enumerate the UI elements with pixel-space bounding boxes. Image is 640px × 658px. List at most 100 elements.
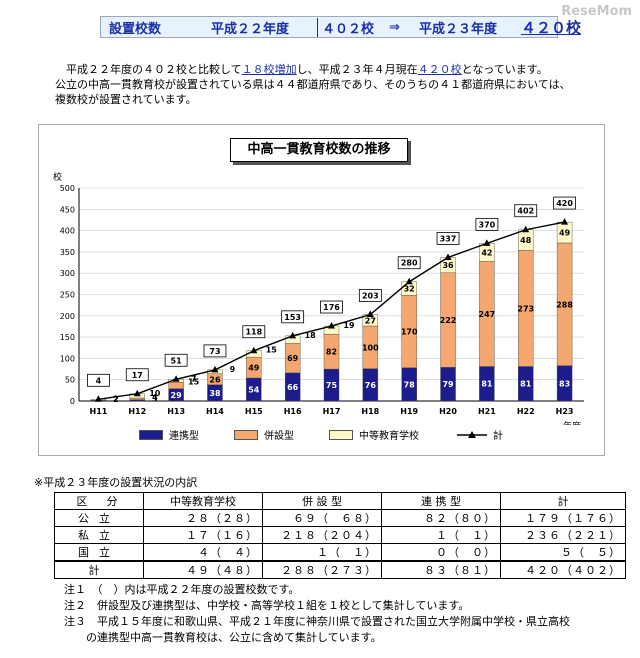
bar-value-label: 42 xyxy=(481,248,492,257)
legend-label: 併設型 xyxy=(264,431,294,442)
bar-value-label: 82 xyxy=(326,348,337,357)
bar-value-label: 27 xyxy=(365,316,376,325)
table-cell: ２８８（２７３） xyxy=(262,560,382,579)
total-value-label: 17 xyxy=(132,371,143,380)
table-total-row: 計 ４９（４８） ２８８（２７３） ８３（８１） ４２０（４０２） xyxy=(54,560,626,579)
legend-item-total: 計 xyxy=(457,427,503,442)
total-value-label: 370 xyxy=(479,220,496,229)
y-tick-label: 400 xyxy=(60,227,75,236)
bar-value-label: 54 xyxy=(248,385,260,394)
total-marker xyxy=(444,253,452,260)
table-row: 私立 １７（１６） ２１８（２０４） １（ １） ２３６（２２１） xyxy=(54,526,626,544)
x-tick-label: H22 xyxy=(517,407,535,416)
y-tick-label: 250 xyxy=(60,291,75,300)
x-tick-label: H15 xyxy=(245,407,263,416)
x-tick-label: H13 xyxy=(167,407,185,416)
banner-curr-count: ４２０校 xyxy=(521,18,582,37)
x-tick-label: H21 xyxy=(478,407,496,416)
total-marker xyxy=(366,310,374,318)
row-label: 私立 xyxy=(54,526,144,544)
table-header: 計 xyxy=(500,492,626,510)
bar-value-label: 288 xyxy=(556,300,573,309)
total-marker xyxy=(328,322,335,329)
y-tick-label: 200 xyxy=(60,312,75,321)
bar-value-label: 247 xyxy=(479,310,496,319)
bar-value-label: 49 xyxy=(559,229,571,238)
x-tick-label: H12 xyxy=(128,407,146,416)
total-value-label: 176 xyxy=(323,303,340,312)
total-value-label: 203 xyxy=(362,292,379,301)
bar-value-label: 15 xyxy=(266,346,278,355)
x-tick-label: H23 xyxy=(556,407,574,416)
bar-value-label: 100 xyxy=(362,343,379,352)
legend-label: 連携型 xyxy=(169,431,199,442)
bar-value-label: 19 xyxy=(343,321,355,330)
table-header-row: 区 分 中等教育学校 併 設 型 連 携 型 計 xyxy=(54,492,626,510)
total-label-box xyxy=(397,256,421,270)
breakdown-table: 区 分 中等教育学校 併 設 型 連 携 型 計 公立 ２８（２８） ６９（ ６… xyxy=(54,492,626,579)
total-marker xyxy=(94,395,102,402)
bar-value-label: 15 xyxy=(188,377,200,386)
bar-value-label: 26 xyxy=(209,375,221,384)
total-label-box xyxy=(436,232,460,245)
total-marker xyxy=(172,375,180,382)
y-tick-label: 450 xyxy=(60,205,75,214)
bar-segment xyxy=(168,382,184,389)
legend-swatch xyxy=(139,429,163,440)
total-marker xyxy=(561,218,569,225)
total-label-box xyxy=(125,368,149,382)
bar-value-label: 69 xyxy=(287,354,299,363)
total-value-label: 402 xyxy=(517,207,534,216)
bar-value-label: 36 xyxy=(442,261,454,270)
legend-line-icon xyxy=(457,430,487,438)
bar-value-label: 66 xyxy=(287,383,299,392)
total-marker xyxy=(250,346,258,354)
x-tick-label: H17 xyxy=(323,407,341,416)
bar-value-label: 75 xyxy=(326,381,338,390)
total-value-label: 420 xyxy=(556,199,573,208)
x-axis-unit: 年度 xyxy=(563,420,581,425)
total-marker xyxy=(483,239,491,246)
bar-value-label: 2 xyxy=(113,394,119,403)
table-cell: ４（ ４） xyxy=(143,543,263,562)
total-label-box xyxy=(358,289,382,302)
bar-value-label: 170 xyxy=(401,328,418,337)
total-label-box xyxy=(87,373,110,387)
total-label-box xyxy=(164,353,188,367)
total-label-box xyxy=(281,310,305,324)
bar-segment xyxy=(129,397,145,400)
summary-line-1: 平成２２年度の４０２校と比較して１８校増加し、平成２３年４月現在４２０校となって… xyxy=(66,62,548,77)
bar-value-label: 49 xyxy=(248,364,260,373)
stacked-bar-chart: 校05010015020025030035040045050022H113410… xyxy=(53,171,584,425)
increase-highlight: １８校増加 xyxy=(241,63,297,76)
bar-value-label: 79 xyxy=(442,380,454,389)
total-marker xyxy=(211,365,219,373)
table-cell: １７（１６） xyxy=(143,526,263,544)
total-marker xyxy=(522,225,530,233)
table-row: 国立 ４（ ４） １（ １） ０（ ０） ５（ ５） xyxy=(54,543,626,562)
total-value-label: 4 xyxy=(96,376,102,385)
table-row: 公立 ２８（２８） ６９（ ６８） ８２（８０） １７９（１７６） xyxy=(54,509,626,527)
bar-value-label: 9 xyxy=(230,365,236,374)
bar-value-label: 2 xyxy=(113,395,119,404)
bar-value-label: 48 xyxy=(520,236,532,245)
bar-value-label: 78 xyxy=(404,380,416,389)
footnote-2: 注２ 併設型及び連携型は、中学校・高等学校１組を１校として集計しています。 xyxy=(64,599,470,612)
footnote-1: 注１ （ ）内は平成２２年度の設置校数です。 xyxy=(64,583,300,596)
resemom-watermark: ReseMom xyxy=(561,4,632,19)
table-cell: １（ １） xyxy=(262,543,382,562)
x-tick-label: H20 xyxy=(439,407,457,416)
table-header: 連 携 型 xyxy=(381,492,501,510)
summary-text: し、平成２３年４月現在 xyxy=(296,63,418,76)
y-axis-unit: 校 xyxy=(53,171,62,183)
total-value-label: 153 xyxy=(284,313,301,322)
total-marker xyxy=(289,331,297,339)
total-highlight: ４２０校 xyxy=(417,63,462,76)
y-tick-label: 100 xyxy=(60,354,75,363)
y-tick-label: 0 xyxy=(70,397,75,406)
bar-value-label: 81 xyxy=(481,380,493,389)
row-label: 国立 xyxy=(54,543,144,562)
row-label: 公立 xyxy=(54,509,144,527)
y-tick-label: 50 xyxy=(65,376,75,385)
bar-value-label: 4 xyxy=(152,393,158,402)
